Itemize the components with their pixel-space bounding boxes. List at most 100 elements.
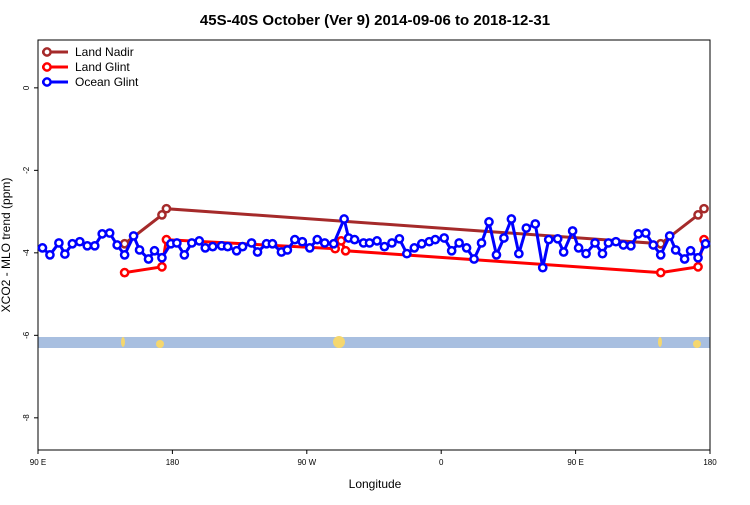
- y-tick-label: -6: [22, 331, 31, 339]
- data-point: [161, 203, 172, 214]
- data-point: [573, 243, 584, 253]
- data-point: [67, 238, 78, 249]
- data-point: [149, 245, 160, 256]
- x-tick-label: 180: [166, 458, 180, 467]
- data-point: [491, 250, 502, 260]
- data-point: [290, 234, 300, 245]
- data-point: [207, 241, 218, 252]
- data-point: [237, 241, 248, 252]
- data-point: [618, 240, 629, 250]
- data-point: [97, 229, 108, 239]
- data-point: [670, 245, 681, 255]
- data-point: [312, 234, 323, 245]
- data-point: [128, 231, 139, 241]
- data-point: [60, 249, 70, 259]
- data-point: [648, 240, 659, 250]
- data-point: [537, 262, 548, 273]
- data-point: [693, 262, 703, 272]
- x-tick-label: 90 W: [297, 458, 316, 467]
- legend-marker: [42, 47, 52, 57]
- data-point: [416, 238, 427, 249]
- chart-title: 45S-40S October (Ver 9) 2014-09-06 to 20…: [200, 12, 550, 29]
- data-point: [37, 243, 48, 253]
- data-point: [558, 247, 569, 257]
- data-point: [319, 238, 330, 248]
- x-tick-label: 90 E: [567, 458, 583, 467]
- data-point: [476, 238, 487, 248]
- data-point: [699, 203, 709, 214]
- data-point: [297, 236, 308, 247]
- data-point: [430, 234, 441, 245]
- x-axis-label: Longitude: [349, 477, 402, 491]
- data-point: [409, 243, 420, 253]
- legend-marker: [42, 77, 52, 87]
- x-tick-label: 90 E: [30, 458, 46, 467]
- data-point: [194, 236, 205, 246]
- data-point: [685, 245, 696, 256]
- data-point: [143, 254, 154, 264]
- y-tick-label: 0: [22, 85, 31, 90]
- data-point: [499, 233, 509, 243]
- data-point: [521, 223, 532, 233]
- data-point: [402, 248, 412, 259]
- data-point: [664, 231, 675, 241]
- data-point: [222, 241, 233, 252]
- data-point: [693, 252, 703, 263]
- data-point: [119, 250, 130, 260]
- y-axis-label: XCO2 - MLO trend (ppm): [0, 178, 13, 313]
- data-point: [157, 252, 167, 263]
- data-point: [543, 234, 554, 245]
- y-tick-label: -8: [22, 414, 31, 422]
- data-point: [267, 238, 278, 249]
- data-point: [157, 210, 167, 220]
- data-point: [603, 238, 614, 248]
- data-point: [590, 238, 600, 248]
- data-point: [394, 233, 405, 244]
- data-point: [134, 245, 145, 255]
- data-point: [200, 243, 211, 253]
- data-point: [157, 262, 167, 272]
- data-point: [484, 217, 494, 227]
- data-point: [693, 210, 703, 220]
- data-point: [655, 267, 666, 278]
- data-point: [530, 219, 541, 229]
- data-point: [54, 238, 64, 248]
- y-tick-label: -4: [22, 249, 31, 257]
- data-point: [679, 254, 690, 264]
- data-point: [581, 248, 591, 259]
- data-point: [246, 238, 257, 248]
- x-tick-label: 180: [703, 458, 717, 467]
- data-point: [640, 228, 651, 238]
- land-sea-band: [38, 336, 710, 348]
- data-point: [339, 214, 349, 224]
- data-point: [700, 238, 711, 249]
- data-point: [446, 245, 457, 256]
- data-point: [506, 214, 517, 224]
- legend-label: Land Glint: [75, 60, 130, 74]
- data-point: [349, 234, 360, 245]
- data-point: [282, 245, 293, 255]
- x-tick-label: 0: [439, 458, 444, 467]
- legend-marker: [42, 62, 52, 72]
- data-point: [119, 267, 130, 278]
- data-point: [82, 240, 93, 251]
- data-point: [514, 248, 524, 259]
- data-point: [372, 236, 382, 246]
- data-point: [364, 238, 375, 248]
- data-point: [387, 238, 397, 248]
- data-point: [567, 226, 578, 236]
- legend-label: Ocean Glint: [75, 75, 139, 89]
- data-point: [336, 236, 346, 246]
- data-point: [633, 229, 644, 239]
- data-point: [461, 243, 472, 253]
- legend-label: Land Nadir: [75, 45, 134, 59]
- data-point: [469, 254, 479, 264]
- data-point: [552, 233, 563, 244]
- data-point: [179, 250, 190, 260]
- data-point: [89, 240, 100, 251]
- data-point: [454, 238, 464, 248]
- data-point: [172, 238, 182, 248]
- data-point: [74, 236, 85, 247]
- data-point: [186, 238, 197, 248]
